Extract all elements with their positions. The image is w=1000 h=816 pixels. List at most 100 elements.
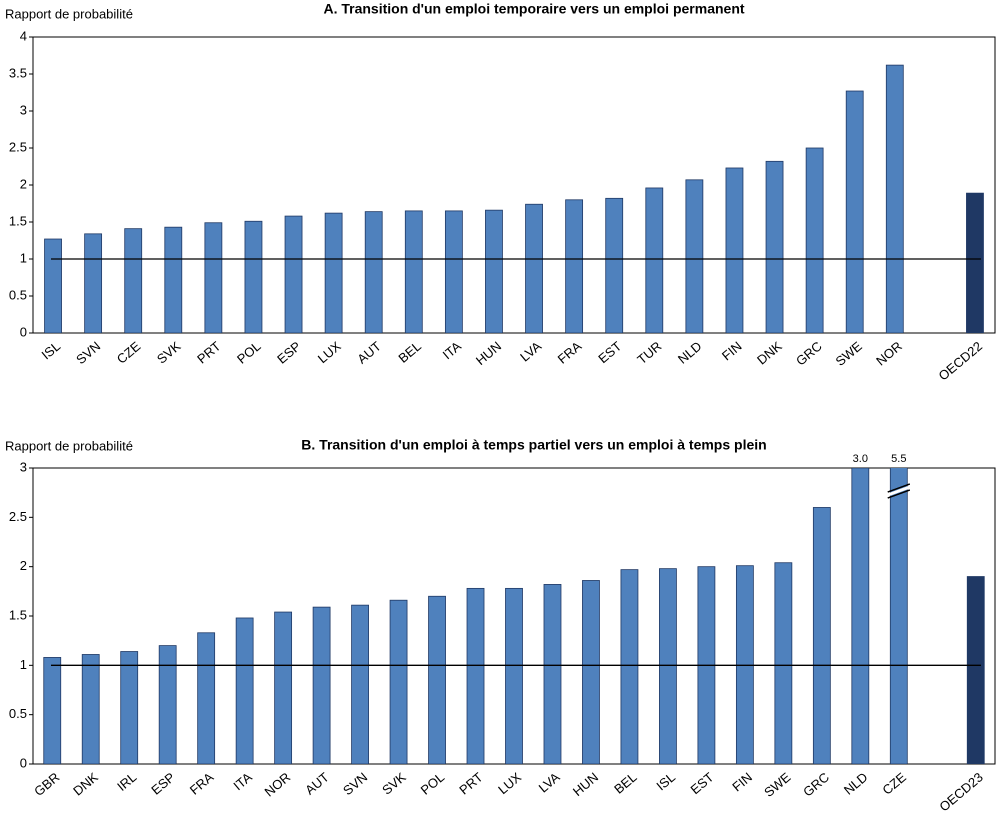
x-tick-label: LUX bbox=[315, 338, 344, 366]
y-axis-label: Rapport de probabilité bbox=[5, 6, 133, 21]
x-tick-label: FIN bbox=[729, 769, 755, 794]
bar bbox=[404, 210, 423, 333]
y-tick-label: 1 bbox=[20, 250, 27, 265]
x-tick-label: GRC bbox=[800, 769, 832, 799]
bar bbox=[966, 576, 985, 764]
y-tick-label: 2 bbox=[20, 176, 27, 191]
bar bbox=[274, 611, 293, 764]
x-tick-label: LVA bbox=[536, 769, 563, 795]
bar bbox=[120, 651, 139, 764]
y-tick-label: 4 bbox=[20, 28, 27, 43]
bar bbox=[389, 599, 408, 764]
y-tick-label: 3 bbox=[20, 102, 27, 117]
x-tick-label: LUX bbox=[495, 769, 524, 797]
x-tick-label: SWE bbox=[833, 338, 866, 369]
bar bbox=[466, 587, 485, 764]
y-tick-label: 1 bbox=[20, 657, 27, 672]
x-tick-label: EST bbox=[595, 338, 624, 366]
x-tick-label: HUN bbox=[570, 769, 601, 799]
x-tick-label: ESP bbox=[274, 338, 304, 366]
bar bbox=[605, 197, 624, 333]
x-tick-label: LVA bbox=[517, 338, 544, 364]
bar bbox=[645, 187, 664, 333]
x-tick-label: AUT bbox=[354, 338, 384, 366]
bar bbox=[845, 90, 864, 333]
x-tick-label: SVK bbox=[154, 338, 184, 366]
bar bbox=[244, 220, 263, 333]
x-tick-label: AUT bbox=[302, 769, 332, 797]
value-label: 5.5 bbox=[891, 453, 906, 465]
bar bbox=[525, 203, 543, 333]
bar bbox=[81, 654, 100, 764]
bar bbox=[164, 226, 183, 333]
y-tick-label: 0 bbox=[20, 755, 27, 770]
bar bbox=[620, 569, 639, 764]
bar bbox=[685, 179, 704, 333]
bar bbox=[485, 209, 503, 333]
bar bbox=[659, 568, 677, 764]
bar bbox=[44, 238, 62, 333]
x-tick-label: POL bbox=[234, 338, 264, 366]
bar bbox=[885, 64, 904, 333]
x-tick-label: OECD22 bbox=[936, 338, 986, 383]
x-tick-label: HUN bbox=[473, 338, 504, 368]
x-tick-label: PRT bbox=[194, 338, 223, 366]
x-tick-label: ITA bbox=[230, 769, 255, 793]
x-tick-label: SVK bbox=[379, 769, 409, 797]
bar bbox=[364, 211, 383, 333]
value-label: 3.0 bbox=[853, 453, 868, 465]
x-tick-label: NLD bbox=[675, 338, 705, 366]
x-tick-label: FRA bbox=[555, 338, 585, 366]
x-tick-label: NOR bbox=[873, 338, 905, 368]
axis-break bbox=[887, 483, 911, 493]
bar bbox=[543, 584, 562, 764]
y-tick-label: 2.5 bbox=[9, 509, 27, 524]
x-tick-label: FIN bbox=[719, 338, 745, 363]
bar bbox=[505, 587, 523, 764]
x-tick-label: GBR bbox=[31, 769, 62, 799]
axis-break-gap bbox=[887, 485, 911, 497]
x-tick-label: NOR bbox=[261, 769, 293, 799]
y-tick-label: 1.5 bbox=[9, 607, 27, 622]
x-tick-label: CZE bbox=[114, 338, 144, 366]
x-tick-label: BEL bbox=[395, 338, 423, 365]
bar bbox=[312, 606, 331, 764]
chart-title: A. Transition d'un emploi temporaire ver… bbox=[323, 1, 744, 17]
bar bbox=[158, 645, 177, 764]
x-tick-label: SWE bbox=[761, 769, 794, 800]
bar bbox=[565, 199, 584, 333]
x-tick-label: GRC bbox=[793, 338, 825, 368]
bar bbox=[765, 160, 784, 333]
bar bbox=[284, 215, 303, 333]
x-tick-label: NLD bbox=[841, 769, 871, 797]
bar bbox=[84, 233, 103, 333]
y-tick-label: 0.5 bbox=[9, 287, 27, 302]
x-tick-label: ESP bbox=[148, 769, 178, 797]
x-tick-label: PRT bbox=[456, 769, 485, 797]
x-tick-label: CZE bbox=[879, 769, 909, 797]
bar bbox=[805, 147, 824, 333]
bar bbox=[324, 212, 343, 333]
bar bbox=[197, 632, 216, 764]
y-tick-label: 1.5 bbox=[9, 213, 27, 228]
y-tick-label: 0 bbox=[20, 324, 27, 339]
bar bbox=[812, 507, 831, 764]
x-tick-label: ISL bbox=[653, 769, 678, 793]
y-tick-label: 2.5 bbox=[9, 139, 27, 154]
x-tick-label: POL bbox=[418, 769, 448, 797]
x-tick-label: OECD23 bbox=[936, 769, 986, 814]
y-tick-label: 0.5 bbox=[9, 706, 27, 721]
x-tick-label: BEL bbox=[611, 769, 639, 796]
x-tick-label: ISL bbox=[39, 338, 64, 362]
bar bbox=[204, 222, 223, 333]
bar bbox=[774, 562, 793, 764]
bar bbox=[428, 595, 446, 764]
bar bbox=[725, 167, 744, 333]
bar bbox=[582, 580, 600, 764]
x-tick-label: SVN bbox=[73, 338, 103, 367]
bar bbox=[235, 617, 254, 764]
x-tick-label: EST bbox=[688, 769, 717, 797]
bar bbox=[444, 210, 463, 333]
x-tick-label: DNK bbox=[754, 338, 785, 367]
